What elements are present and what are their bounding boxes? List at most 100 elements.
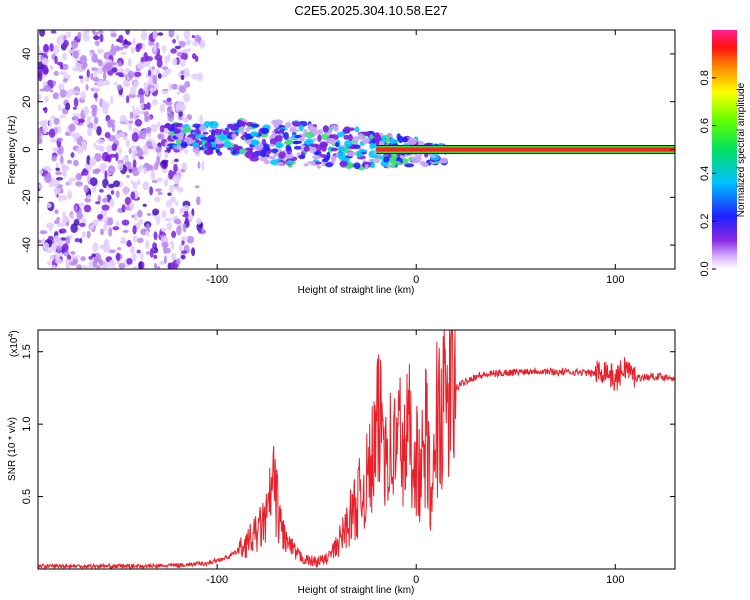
heatmap-cell (109, 198, 115, 208)
spectrogram-y-tick-label: -40 (21, 237, 33, 253)
heatmap-cell (53, 187, 61, 193)
heatmap-cell (90, 104, 98, 110)
heatmap-cell (86, 230, 91, 239)
heatmap-cell (182, 48, 190, 54)
snr-frame (37, 329, 676, 570)
heatmap-cell (82, 34, 90, 42)
heatmap-cell (140, 228, 147, 236)
heatmap-cell (156, 121, 161, 128)
heatmap-cell (173, 175, 181, 184)
heatmap-cell (59, 230, 64, 234)
heatmap-cell (309, 143, 319, 148)
heatmap-cell (129, 86, 137, 96)
heatmap-cell (43, 106, 48, 114)
heatmap-cell (374, 132, 381, 139)
heatmap-cell (42, 124, 48, 135)
heatmap-cell (176, 51, 183, 57)
heatmap-cell (177, 186, 184, 193)
heatmap-cell (157, 265, 161, 269)
heatmap-cell (191, 73, 200, 80)
heatmap-cell (136, 61, 145, 70)
heatmap-cell (85, 84, 89, 91)
heatmap-cell (196, 196, 201, 206)
heatmap-cell (335, 141, 340, 148)
heatmap-cell (62, 164, 70, 172)
heatmap-cell (93, 123, 98, 131)
colorbar-gradient (712, 30, 737, 269)
spectrogram-x-tick-label: 100 (606, 274, 624, 286)
heatmap-cell (182, 223, 187, 233)
heatmap-cell (98, 258, 104, 266)
heatmap-cell (204, 142, 212, 149)
heatmap-cell (153, 263, 158, 269)
heatmap-cell (122, 136, 128, 141)
heatmap-cell (69, 88, 74, 96)
heatmap-cell (151, 66, 155, 70)
heatmap-cell (152, 30, 158, 40)
heatmap-cell (138, 156, 144, 160)
heatmap-cell (196, 72, 204, 82)
heatmap-cell (176, 225, 182, 236)
heatmap-cell (55, 171, 62, 176)
heatmap-cell (167, 53, 171, 62)
heatmap-cell (65, 236, 71, 245)
heatmap-cell (231, 133, 237, 139)
heatmap-cell (38, 50, 45, 54)
heatmap-cell (167, 105, 173, 114)
heatmap-cell (97, 59, 103, 67)
heatmap-cell (203, 121, 212, 127)
heatmap-cell (319, 141, 329, 148)
heatmap-cell (168, 184, 175, 193)
heatmap-cell (135, 44, 141, 53)
heatmap-cell (102, 79, 111, 86)
heatmap-cell (93, 35, 100, 41)
heatmap-cell (175, 103, 180, 112)
heatmap-cell (94, 152, 102, 162)
heatmap-cell (56, 35, 64, 46)
heatmap-cell (50, 254, 54, 262)
heatmap-cell (53, 117, 60, 125)
spectrogram-y-tick-label: 40 (21, 48, 33, 60)
heatmap-cell (54, 55, 58, 65)
heatmap-cell (181, 236, 189, 241)
heatmap-cell (284, 122, 292, 128)
heatmap-cell (101, 151, 110, 162)
heatmap-cell (203, 149, 214, 156)
heatmap-cell (46, 203, 52, 208)
heatmap-cell (128, 168, 133, 173)
heatmap-cell (143, 81, 148, 92)
heatmap-cell (105, 62, 113, 71)
heatmap-cell (168, 83, 172, 91)
heatmap-cell (278, 151, 286, 159)
snr-y-tick-label: 0.5 (21, 489, 33, 504)
heatmap-cell (106, 144, 113, 153)
heatmap-cell (173, 163, 178, 172)
heatmap-cell (337, 146, 346, 152)
heatmap-cell (68, 123, 76, 132)
heatmap-cell (168, 169, 174, 180)
heatmap-cell (118, 147, 122, 155)
heatmap-cell (208, 121, 219, 129)
heatmap-cell (180, 70, 185, 75)
heatmap-cell (321, 158, 329, 163)
heatmap-cell (59, 114, 66, 119)
heatmap-cell (99, 33, 104, 43)
heatmap-cell (131, 165, 137, 171)
heatmap-cell (110, 33, 117, 38)
heatmap-cell (271, 119, 279, 126)
heatmap-cell (83, 266, 90, 269)
heatmap-cell (287, 160, 293, 164)
heatmap-cell (123, 156, 129, 162)
heatmap-cell (112, 226, 120, 231)
heatmap-cell (108, 183, 115, 189)
snr-x-axis-title: Height of straight line (km) (298, 585, 415, 596)
heatmap-cell (346, 151, 356, 157)
heatmap-cell (143, 52, 148, 62)
heatmap-cell (153, 43, 157, 53)
heatmap-cell (51, 155, 57, 162)
heatmap-cell (159, 103, 166, 113)
heatmap-cell (156, 58, 163, 68)
heatmap-cell (163, 69, 169, 78)
heatmap-cell (43, 242, 50, 251)
heatmap-cell (126, 258, 133, 265)
